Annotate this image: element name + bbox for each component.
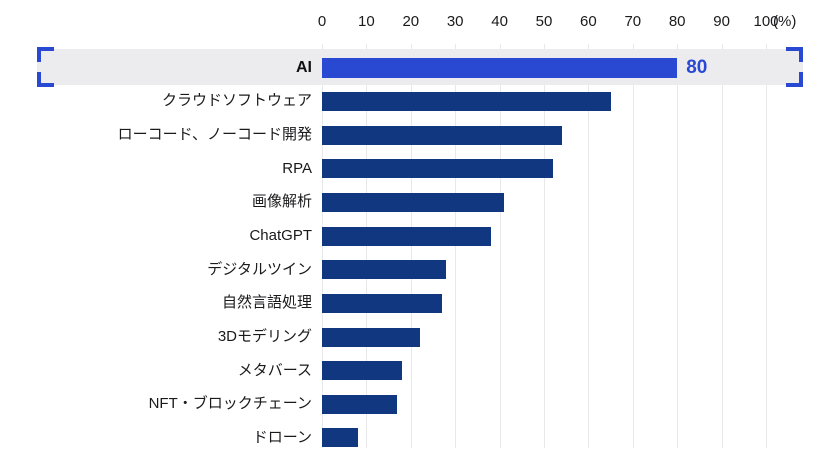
category-label-8: 3Dモデリング xyxy=(217,328,312,345)
gridline-70 xyxy=(632,44,634,448)
bar xyxy=(322,125,562,145)
category-label-4: 画像解析 xyxy=(251,193,312,211)
bar xyxy=(322,394,398,414)
gridline-80 xyxy=(677,44,679,448)
gridline-40 xyxy=(499,44,501,448)
bar xyxy=(322,293,442,313)
bar xyxy=(322,361,402,381)
category-label-9: メタバース xyxy=(237,361,312,379)
gridline-90 xyxy=(721,44,723,448)
category-label-1: クラウドソフトウェア xyxy=(161,92,312,110)
x-tick-label-70: 70 xyxy=(624,13,642,30)
category-label-3: RPA xyxy=(282,159,312,177)
category-label-5: ChatGPT xyxy=(249,227,312,245)
bar xyxy=(322,428,358,448)
bracket-top-right-icon xyxy=(786,47,803,62)
x-tick-label-80: 80 xyxy=(668,13,686,30)
x-tick-label-90: 90 xyxy=(713,13,730,30)
bracket-bottom-left-icon xyxy=(37,72,54,87)
gridline-30 xyxy=(455,44,457,448)
gridline-20 xyxy=(410,44,412,448)
bar xyxy=(322,327,420,347)
category-label-10: NFT・ブロックチェーン xyxy=(148,395,312,413)
bar xyxy=(322,159,553,179)
x-tick-label-0: 0 xyxy=(317,13,327,30)
category-label-6: デジタルツイン xyxy=(207,260,312,278)
x-tick-label-40: 40 xyxy=(491,13,508,30)
bar xyxy=(322,192,505,212)
bar-value-label: 80 xyxy=(686,56,708,78)
gridline-50 xyxy=(544,44,545,448)
bar xyxy=(322,226,491,246)
bracket-top-left-icon xyxy=(37,47,54,62)
gridline-60 xyxy=(588,44,590,448)
gridline-100 xyxy=(766,44,767,448)
bracket-bottom-right-icon xyxy=(786,72,803,87)
category-label-11: ドローン xyxy=(252,428,312,446)
x-tick-label-60: 60 xyxy=(580,13,597,30)
x-tick-label-20: 20 xyxy=(402,13,420,30)
category-label-2: ローコード、ノーコード開発 xyxy=(117,126,312,144)
category-label-7: 自然言語処理 xyxy=(221,294,312,312)
gridline-10 xyxy=(366,44,368,448)
axis-unit-label: (%) xyxy=(773,13,797,30)
x-tick-label-100: 100 xyxy=(753,13,779,30)
x-tick-label-30: 30 xyxy=(446,13,464,30)
bar xyxy=(322,260,447,280)
x-tick-label-50: 50 xyxy=(535,13,553,30)
category-label-ai: AI xyxy=(296,58,312,76)
highlight-bar xyxy=(322,57,678,78)
x-tick-label-10: 10 xyxy=(358,13,375,30)
gridline-0 xyxy=(322,44,323,448)
bar xyxy=(322,91,611,111)
